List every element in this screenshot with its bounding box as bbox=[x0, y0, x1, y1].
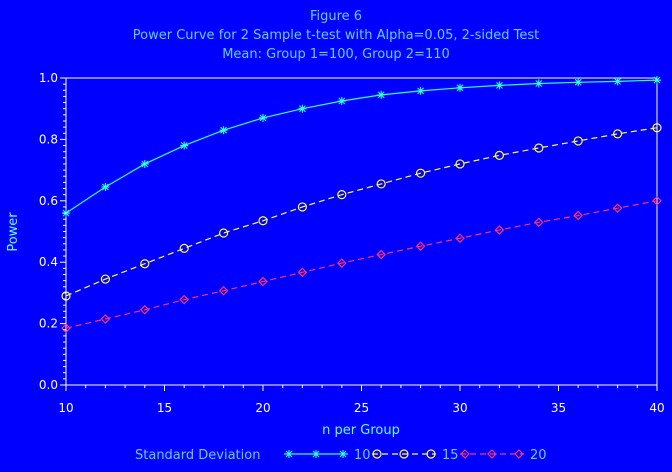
x-tick-label: 30 bbox=[452, 401, 467, 415]
legend-marker-20 bbox=[487, 449, 497, 459]
data-point-15 bbox=[179, 243, 189, 253]
data-point-15 bbox=[258, 216, 268, 226]
data-point-20 bbox=[61, 323, 71, 334]
data-point-10 bbox=[495, 81, 504, 90]
series-15 bbox=[61, 123, 662, 301]
y-tick-label: 0.0 bbox=[39, 378, 58, 392]
data-point-20 bbox=[376, 249, 387, 260]
data-point-10 bbox=[298, 104, 307, 113]
data-point-20 bbox=[179, 294, 190, 305]
data-point-10 bbox=[456, 83, 464, 92]
data-point-20 bbox=[258, 276, 268, 287]
legend-marker-15 bbox=[399, 449, 409, 459]
legend-label-15: 15 bbox=[442, 448, 459, 463]
chart-title: Figure 6 Power Curve for 2 Sample t-test… bbox=[133, 9, 539, 62]
data-point-10 bbox=[180, 141, 189, 150]
data-point-20 bbox=[652, 195, 662, 206]
data-point-15 bbox=[534, 143, 544, 153]
legend-label-20: 20 bbox=[530, 448, 547, 463]
data-point-10 bbox=[219, 126, 228, 135]
data-point-20 bbox=[218, 285, 229, 296]
data-point-10 bbox=[259, 113, 267, 122]
data-point-10 bbox=[416, 86, 425, 95]
data-point-10 bbox=[613, 77, 622, 86]
y-axis-label: Power bbox=[6, 212, 21, 252]
data-point-10 bbox=[653, 76, 661, 85]
data-point-10 bbox=[101, 182, 110, 191]
series-20 bbox=[61, 195, 662, 334]
data-point-20 bbox=[612, 203, 623, 214]
y-tick-label: 0.6 bbox=[39, 194, 58, 208]
data-point-20 bbox=[336, 258, 347, 268]
data-point-15 bbox=[652, 123, 662, 133]
data-point-20 bbox=[533, 217, 544, 228]
data-point-20 bbox=[494, 225, 505, 235]
data-point-15 bbox=[297, 202, 307, 212]
y-tick-label: 0.8 bbox=[39, 132, 58, 146]
x-tick-label: 35 bbox=[551, 401, 566, 415]
legend-title: Standard Deviation bbox=[135, 448, 260, 463]
data-point-20 bbox=[297, 267, 308, 278]
data-point-20 bbox=[573, 210, 584, 221]
series-line-15 bbox=[65, 127, 658, 297]
x-tick-label: 40 bbox=[649, 401, 664, 415]
data-point-20 bbox=[455, 233, 465, 244]
x-tick-label: 20 bbox=[255, 401, 270, 415]
data-point-15 bbox=[612, 129, 623, 139]
y-tick-label: 1.0 bbox=[39, 71, 58, 85]
x-axis-label: n per Group bbox=[322, 423, 400, 438]
x-tick-label: 15 bbox=[157, 401, 172, 415]
series-line-20 bbox=[65, 200, 658, 329]
data-point-15 bbox=[219, 228, 229, 238]
data-point-20 bbox=[415, 241, 426, 252]
x-tick-label: 25 bbox=[354, 401, 369, 415]
x-tick-label: 10 bbox=[58, 401, 73, 415]
series-10 bbox=[62, 76, 661, 218]
data-point-20 bbox=[139, 304, 150, 315]
title-line-3: Mean: Group 1=100, Group 2=110 bbox=[222, 47, 450, 62]
legend-marker-15 bbox=[372, 449, 382, 459]
data-point-15 bbox=[100, 274, 111, 284]
plot-area bbox=[65, 77, 658, 386]
data-point-20 bbox=[100, 314, 111, 324]
legend-label-10: 10 bbox=[354, 448, 371, 463]
legend-marker-20 bbox=[460, 449, 470, 459]
data-point-15 bbox=[140, 259, 150, 269]
legend-marker-10 bbox=[339, 450, 347, 458]
series-layer bbox=[61, 76, 662, 334]
y-tick-label: 0.4 bbox=[39, 255, 58, 269]
legend-marker-10 bbox=[285, 450, 293, 458]
data-point-10 bbox=[574, 78, 583, 87]
y-tick-label: 0.2 bbox=[39, 317, 58, 331]
data-point-15 bbox=[61, 291, 71, 301]
series-line-10 bbox=[65, 79, 658, 214]
legend: Standard Deviation 10 15 20 bbox=[135, 448, 547, 463]
data-point-15 bbox=[416, 168, 426, 178]
legend-marker-15 bbox=[426, 449, 436, 459]
legend-marker-20 bbox=[514, 449, 524, 459]
data-point-15 bbox=[573, 136, 583, 146]
legend-marker-10 bbox=[312, 450, 320, 458]
title-line-2: Power Curve for 2 Sample t-test with Alp… bbox=[133, 28, 539, 43]
data-point-10 bbox=[534, 79, 543, 88]
data-point-10 bbox=[377, 90, 386, 99]
data-point-15 bbox=[337, 190, 347, 200]
data-point-15 bbox=[455, 159, 465, 169]
data-point-10 bbox=[337, 97, 346, 106]
data-point-15 bbox=[376, 179, 386, 189]
data-point-10 bbox=[140, 159, 149, 168]
data-point-15 bbox=[494, 150, 504, 160]
title-line-1: Figure 6 bbox=[310, 9, 362, 24]
ticks-layer: 10 15 20 25 30 35 40 0.0 0.2 0.4 0.6 0.8 1.0 bbox=[39, 71, 665, 415]
